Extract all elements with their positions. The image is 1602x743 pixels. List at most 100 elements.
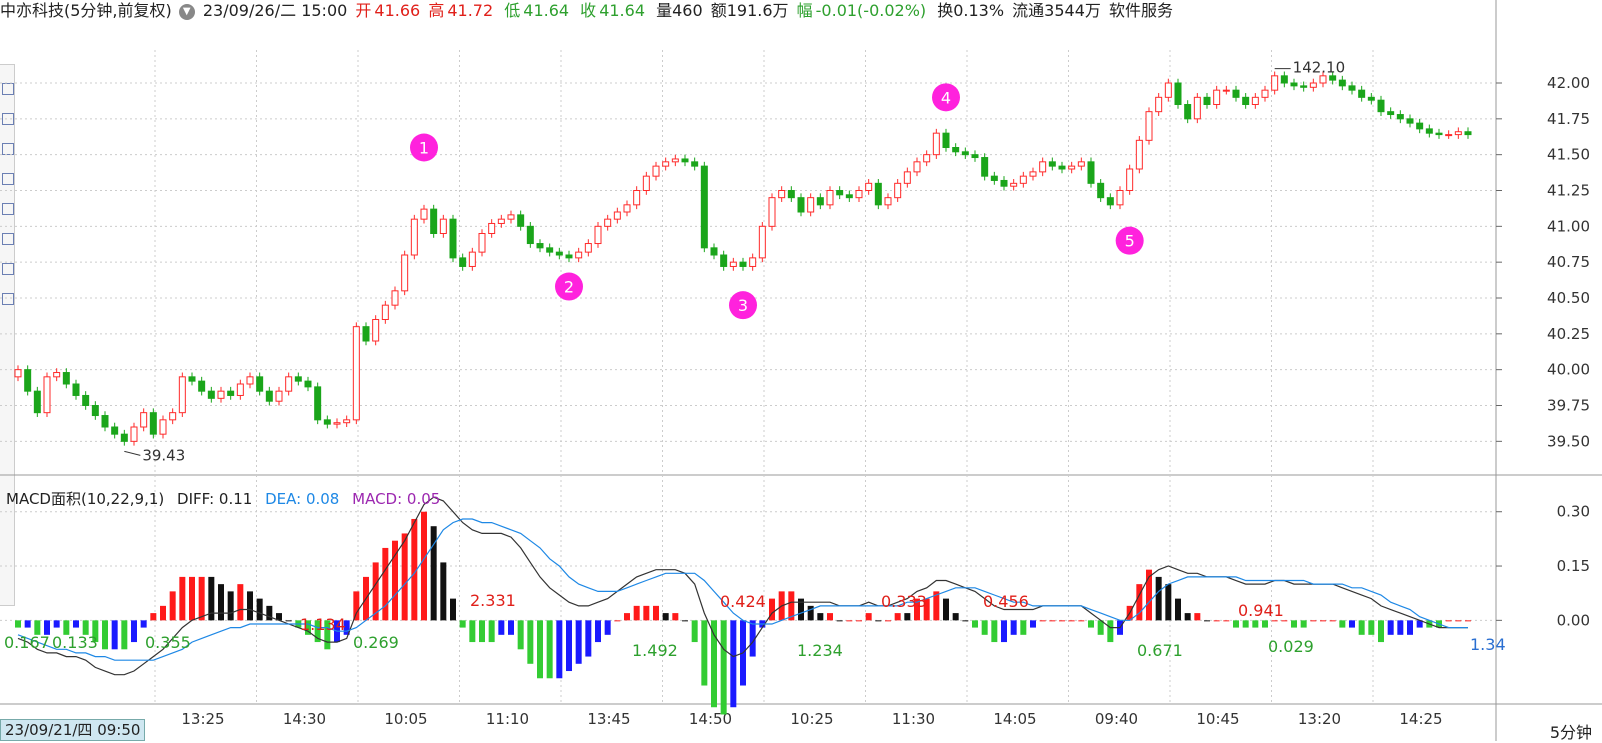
price-tick-label: 40.75 (1547, 253, 1590, 271)
macd-histogram-bar (527, 620, 534, 664)
quote-info-bar: 中亦科技(5分钟,前复权) ▼ 23/09/26/二 15:00 开 41.66 高… (0, 0, 1500, 24)
macd-histogram-bar (914, 598, 920, 621)
ray-tool-icon[interactable] (2, 143, 14, 155)
candle-body (768, 197, 776, 227)
macd-histogram-bar (111, 620, 118, 650)
candle-body (1184, 104, 1192, 120)
candle-body (1068, 165, 1076, 170)
macd-histogram-bar (817, 613, 824, 621)
candle-body (149, 412, 157, 435)
candle-body (1164, 82, 1172, 98)
macd-tick-label: 0.00 (1557, 611, 1590, 629)
candle-body (478, 233, 486, 253)
macd-histogram-bar (140, 620, 147, 628)
macd-histogram-bar (798, 598, 804, 621)
candle-body (826, 190, 834, 206)
candle-body (584, 243, 592, 253)
candle-body (159, 419, 167, 435)
macd-histogram-bar (1368, 620, 1375, 635)
candle-body (923, 154, 931, 163)
candle-body (942, 132, 950, 149)
candle-body (323, 419, 331, 425)
time-tick-label: 11:10 (486, 710, 529, 728)
macd-macd-value: MACD: 0.05 (352, 490, 441, 508)
macd-histogram-bar (846, 620, 853, 622)
candle-body (1464, 131, 1472, 136)
candle-body (381, 304, 389, 320)
price-tick-label: 41.50 (1547, 146, 1590, 164)
rectangle-tool-icon[interactable] (2, 263, 14, 275)
candle-body (120, 433, 128, 442)
macd-histogram-bar (1204, 620, 1210, 622)
macd-histogram-bar (981, 620, 988, 635)
candle-body (1077, 161, 1085, 167)
macd-histogram-bar (537, 620, 543, 679)
candle-body (913, 161, 921, 173)
macd-area-label: 1.134 (300, 615, 346, 634)
macd-histogram-bar (1358, 620, 1365, 635)
macd-histogram-bar (1291, 620, 1297, 628)
macd-histogram-bar (401, 533, 408, 621)
candle-body (14, 369, 22, 378)
macd-histogram-bar (353, 591, 360, 621)
candle-body (807, 197, 815, 213)
eraser-tool-icon[interactable] (2, 293, 14, 305)
candle-body (739, 261, 747, 267)
macd-histogram-bar (92, 620, 99, 643)
macd-histogram-bar (1262, 620, 1268, 628)
candle-body (903, 171, 911, 184)
macd-histogram-bar (604, 620, 611, 635)
candle-body (1271, 75, 1279, 91)
macd-histogram-bar (633, 605, 640, 621)
macd-histogram-bar (430, 526, 437, 621)
macd-tick-label: 0.30 (1557, 503, 1590, 521)
macd-histogram-bar (305, 620, 311, 635)
macd-histogram-bar (189, 576, 195, 621)
close-group: 收 41.64 (580, 1, 648, 20)
candle-body (362, 326, 370, 342)
candle-body (1174, 82, 1182, 105)
candle-body (265, 390, 273, 402)
macd-histogram-bar (24, 620, 31, 628)
candle-body (1348, 85, 1356, 91)
macd-histogram-bar (392, 540, 398, 621)
time-tick-label: 13:20 (1298, 710, 1341, 728)
candle-body (797, 197, 805, 213)
candle-body (642, 175, 650, 192)
macd-area-label: 1.234 (797, 641, 843, 660)
macd-histogram-bar (1397, 620, 1404, 635)
candle-body (749, 257, 757, 267)
candle-body (613, 211, 621, 220)
macd-histogram-bar (469, 620, 476, 643)
macd-histogram-bar (1097, 620, 1104, 635)
candle-body (1319, 75, 1327, 84)
close-label: 收 (580, 1, 597, 20)
macd-histogram-bar (575, 620, 582, 664)
channel-tool-icon[interactable] (2, 173, 14, 185)
candle-body (111, 426, 119, 435)
time-tick-label: 14:30 (283, 710, 326, 728)
fibonacci-tool-icon[interactable] (2, 203, 14, 215)
change-group: 幅 -0.01(-0.02%) (797, 1, 930, 20)
candle-body (526, 225, 534, 245)
candle-body (1309, 82, 1317, 88)
candle-body (468, 251, 476, 267)
macd-histogram-bar (237, 584, 244, 621)
macd-area-label: 0.424 (720, 592, 766, 611)
price-tick-label: 39.75 (1547, 397, 1590, 415)
macd-indicator-name[interactable]: MACD面积(10,22,9,1) (6, 490, 165, 508)
period-label[interactable]: 5分钟 (1549, 723, 1592, 742)
text-tool-icon[interactable] (2, 233, 14, 245)
candle-body (401, 254, 409, 292)
macd-histogram-bar (53, 620, 60, 628)
line-tool-icon[interactable] (2, 113, 14, 125)
price-tick-label: 40.00 (1547, 361, 1590, 379)
macd-histogram-bar (701, 620, 708, 686)
macd-histogram-bar (324, 620, 331, 650)
candle-body (952, 147, 960, 153)
cursor-tool-icon[interactable] (2, 83, 14, 95)
candle-body (1454, 131, 1462, 136)
chevron-down-icon[interactable]: ▼ (178, 3, 195, 20)
candle-body (691, 161, 699, 167)
